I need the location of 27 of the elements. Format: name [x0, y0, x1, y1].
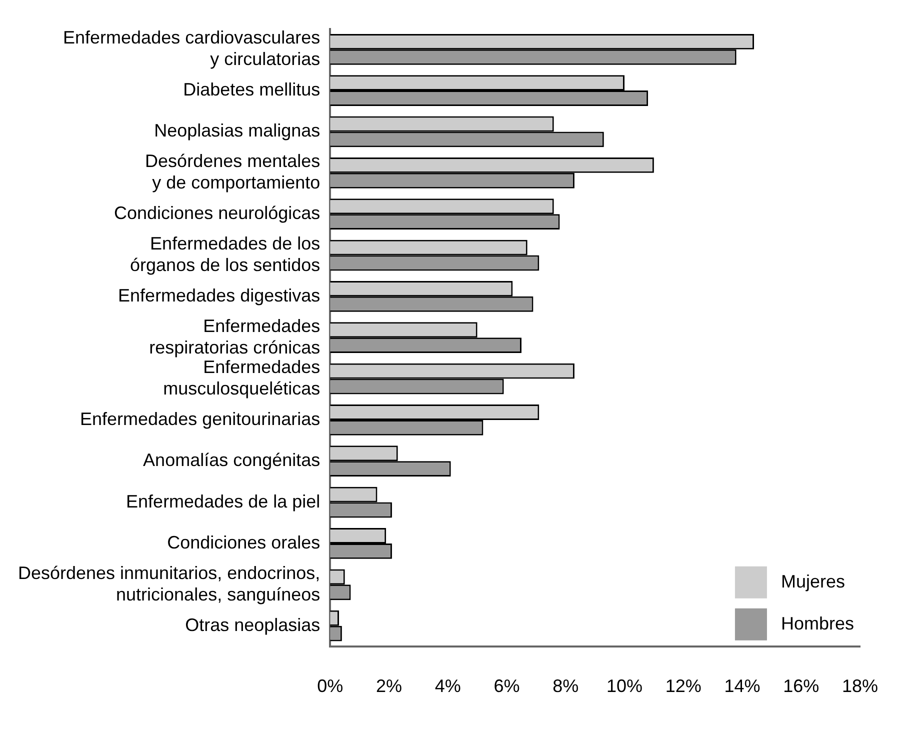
x-tick-label: 14%	[724, 676, 760, 696]
y-tick-label: Enfermedades digestivas	[118, 285, 320, 306]
legend-label: Mujeres	[780, 571, 845, 592]
y-tick-label: Enfermedades genitourinarias	[80, 408, 320, 429]
y-tick-label: Condiciones neurológicas	[114, 203, 320, 224]
x-tick-label: 18%	[842, 676, 878, 696]
y-tick-label: Enfermedades de los órganos de los sentidos	[130, 233, 320, 276]
x-tick-label: 10%	[606, 676, 643, 696]
y-tick-label: Anomalías congénitas	[143, 450, 320, 470]
y-tick-label: Desórdenes inmunitarios, endocrinos, nutricionales, sanguíneos	[18, 562, 320, 604]
y-tick-label: Condiciones orales	[167, 532, 320, 552]
y-tick-label: Neoplasias malignas	[154, 120, 320, 141]
y-tick-label: Enfermedades de la piel	[126, 491, 320, 512]
y-tick-label: Desórdenes mentales y de comportamiento	[145, 151, 320, 193]
y-tick-label: Enfermedades musculosqueléticas	[163, 356, 320, 399]
x-tick-label: 16%	[783, 676, 820, 696]
y-tick-label: Enfermedades respiratorias crónicas	[149, 316, 320, 358]
legend-label: Hombres	[780, 613, 854, 634]
x-tick-label: 0%	[317, 676, 344, 696]
x-tick-label: 4%	[434, 676, 461, 696]
x-tick-label: 8%	[552, 676, 579, 696]
y-tick-label: Diabetes mellitus	[183, 80, 320, 100]
x-tick-label: 6%	[494, 676, 520, 696]
x-tick-label: 12%	[665, 676, 702, 696]
y-tick-label: Enfermedades cardiovasculares y circulatorias	[63, 28, 320, 70]
y-tick-label: Otras neoplasias	[185, 614, 320, 635]
x-tick-label: 2%	[376, 676, 402, 696]
